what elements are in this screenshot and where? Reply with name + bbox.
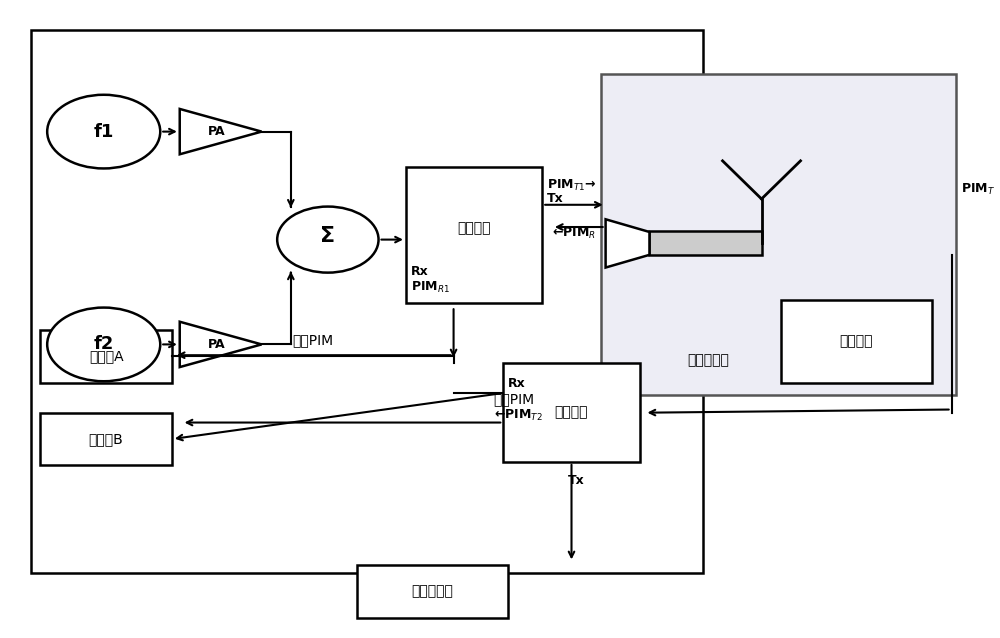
Polygon shape <box>180 322 262 367</box>
Text: f1: f1 <box>94 122 114 140</box>
Text: PA: PA <box>208 338 225 351</box>
Bar <box>40 330 172 383</box>
Text: 天馈线系统: 天馈线系统 <box>687 353 729 367</box>
Text: Σ: Σ <box>320 226 335 246</box>
Text: 接收机B: 接收机B <box>89 432 124 446</box>
Bar <box>31 30 703 573</box>
Text: Tx: Tx <box>547 192 564 205</box>
Text: ←PIM$_R$: ←PIM$_R$ <box>552 226 596 241</box>
Text: PIM$_{R1}$: PIM$_{R1}$ <box>411 279 450 295</box>
Polygon shape <box>606 219 649 267</box>
Bar <box>649 232 762 255</box>
Text: f2: f2 <box>94 336 114 353</box>
Circle shape <box>277 207 379 272</box>
Text: PIM$_T$: PIM$_T$ <box>961 182 996 197</box>
Circle shape <box>47 308 160 382</box>
Polygon shape <box>180 109 262 154</box>
Text: 接收机A: 接收机A <box>89 350 123 364</box>
Text: Rx: Rx <box>411 265 428 278</box>
Text: 双工器一: 双工器一 <box>457 221 491 235</box>
Bar <box>503 364 640 462</box>
Text: 传输PIM: 传输PIM <box>494 392 535 406</box>
Text: 反射PIM: 反射PIM <box>292 334 333 348</box>
Bar <box>781 300 932 383</box>
Bar <box>357 565 508 618</box>
Text: ←PIM$_{T2}$: ←PIM$_{T2}$ <box>494 408 542 423</box>
Bar <box>406 167 542 303</box>
Text: 双工器二: 双工器二 <box>555 406 588 420</box>
Text: Rx: Rx <box>508 377 526 390</box>
Circle shape <box>47 95 160 168</box>
Text: 低互调负载: 低互调负载 <box>412 584 454 598</box>
Text: 微波暗室: 微波暗室 <box>839 334 873 348</box>
Text: Tx: Tx <box>568 475 585 487</box>
Bar <box>40 413 172 465</box>
Bar <box>601 75 956 395</box>
Text: PA: PA <box>208 125 225 138</box>
Text: PIM$_{T1}$→: PIM$_{T1}$→ <box>547 178 597 193</box>
